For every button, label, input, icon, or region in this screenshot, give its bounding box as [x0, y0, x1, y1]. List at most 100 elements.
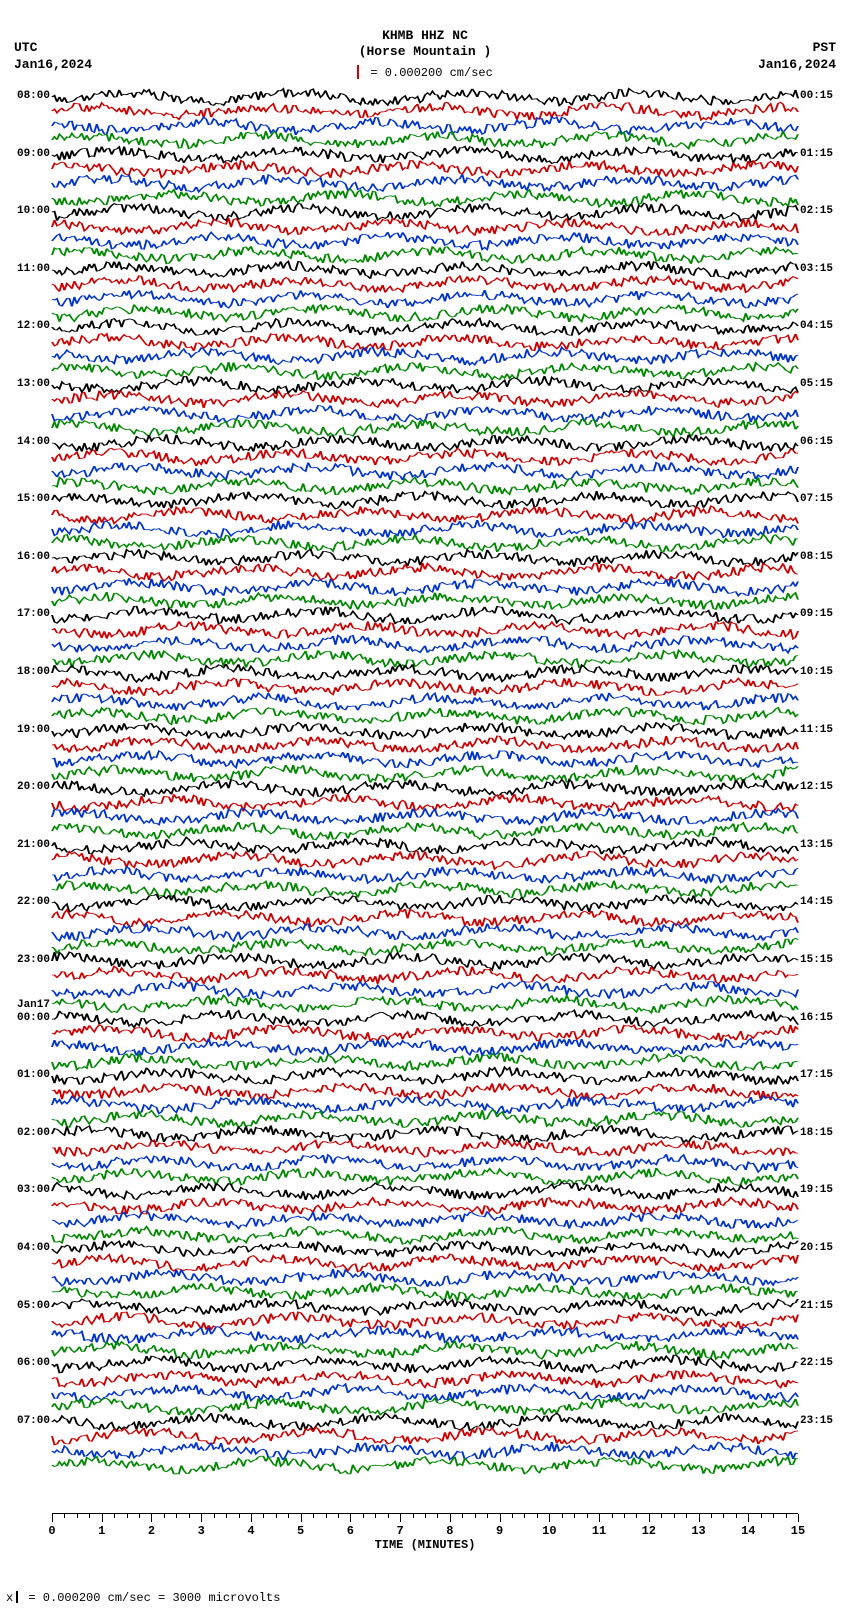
- x-tick-major: [549, 1514, 550, 1522]
- station-name: (Horse Mountain ): [0, 44, 850, 60]
- utc-hour-label: 04:00: [2, 1243, 50, 1254]
- x-tick-minor: [313, 1514, 314, 1518]
- utc-hour-label: 22:00: [2, 897, 50, 908]
- x-tick-minor: [189, 1514, 190, 1518]
- x-tick-minor: [624, 1514, 625, 1518]
- x-tick-major: [500, 1514, 501, 1522]
- x-tick-label: 15: [791, 1524, 805, 1538]
- x-tick-major: [102, 1514, 103, 1522]
- utc-hour-label: 02:00: [2, 1128, 50, 1139]
- utc-hour-label: 06:00: [2, 1358, 50, 1369]
- tz-right-block: PST Jan16,2024: [758, 40, 836, 74]
- pst-hour-label: 22:15: [800, 1358, 848, 1369]
- pst-hour-label: 14:15: [800, 897, 848, 908]
- x-tick-minor: [537, 1514, 538, 1518]
- footer-text-after: 3000 microvolts: [172, 1591, 280, 1605]
- x-tick-label: 8: [446, 1524, 453, 1538]
- x-tick-minor: [736, 1514, 737, 1518]
- x-axis-title: TIME (MINUTES): [52, 1538, 798, 1552]
- utc-date-jump: Jan17: [2, 999, 50, 1011]
- pst-hour-label: 10:15: [800, 667, 848, 678]
- header-scale: = 0.000200 cm/sec: [0, 61, 850, 80]
- pst-hour-label: 04:15: [800, 321, 848, 332]
- x-tick-label: 2: [148, 1524, 155, 1538]
- utc-hour-label: 19:00: [2, 725, 50, 736]
- x-tick-minor: [487, 1514, 488, 1518]
- x-tick-minor: [164, 1514, 165, 1518]
- x-tick-minor: [462, 1514, 463, 1518]
- utc-hour-label: 12:00: [2, 321, 50, 332]
- x-tick-minor: [326, 1514, 327, 1518]
- pst-hour-label: 17:15: [800, 1070, 848, 1081]
- x-tick-minor: [388, 1514, 389, 1518]
- pst-hour-label: 01:15: [800, 149, 848, 160]
- x-tick-label: 1: [98, 1524, 105, 1538]
- x-tick-minor: [773, 1514, 774, 1518]
- utc-hour-label: 13:00: [2, 379, 50, 390]
- pst-hour-label: 20:15: [800, 1243, 848, 1254]
- utc-hour-label: 00:00: [2, 1013, 50, 1024]
- x-tick-minor: [562, 1514, 563, 1518]
- x-tick-minor: [574, 1514, 575, 1518]
- helicorder-plot: 08:0000:1509:0001:1510:0002:1511:0003:15…: [52, 88, 798, 1505]
- utc-hour-label: 14:00: [2, 437, 50, 448]
- x-tick-minor: [276, 1514, 277, 1518]
- x-tick-label: 6: [347, 1524, 354, 1538]
- x-tick-minor: [226, 1514, 227, 1518]
- x-tick-major: [450, 1514, 451, 1522]
- pst-hour-label: 23:15: [800, 1416, 848, 1427]
- utc-hour-label: 20:00: [2, 782, 50, 793]
- x-tick-minor: [338, 1514, 339, 1518]
- x-tick-major: [201, 1514, 202, 1522]
- x-tick-minor: [139, 1514, 140, 1518]
- tz-right-date: Jan16,2024: [758, 57, 836, 74]
- pst-hour-label: 07:15: [800, 494, 848, 505]
- x-tick-major: [52, 1514, 53, 1522]
- x-tick-minor: [375, 1514, 376, 1518]
- trace-row: [52, 1456, 798, 1474]
- x-tick-minor: [661, 1514, 662, 1518]
- x-tick-major: [301, 1514, 302, 1522]
- x-tick-minor: [761, 1514, 762, 1518]
- x-tick-minor: [786, 1514, 787, 1518]
- utc-hour-label: 07:00: [2, 1416, 50, 1427]
- footer-scale: x = 0.000200 cm/sec = 3000 microvolts: [6, 1591, 280, 1605]
- x-tick-minor: [127, 1514, 128, 1518]
- footer-bar-icon: [16, 1591, 18, 1603]
- utc-hour-label: 15:00: [2, 494, 50, 505]
- x-tick-major: [151, 1514, 152, 1522]
- x-tick-minor: [425, 1514, 426, 1518]
- pst-hour-label: 00:15: [800, 91, 848, 102]
- x-tick-minor: [363, 1514, 364, 1518]
- x-tick-label: 11: [592, 1524, 606, 1538]
- x-axis: TIME (MINUTES) 0123456789101112131415: [52, 1513, 798, 1547]
- utc-hour-label: 23:00: [2, 955, 50, 966]
- x-tick-minor: [612, 1514, 613, 1518]
- x-tick-minor: [437, 1514, 438, 1518]
- x-tick-major: [748, 1514, 749, 1522]
- x-tick-major: [251, 1514, 252, 1522]
- utc-hour-label: 10:00: [2, 206, 50, 217]
- x-tick-label: 3: [198, 1524, 205, 1538]
- pst-hour-label: 13:15: [800, 840, 848, 851]
- footer-prefix: x: [6, 1591, 13, 1605]
- x-tick-major: [599, 1514, 600, 1522]
- x-tick-minor: [176, 1514, 177, 1518]
- x-tick-minor: [64, 1514, 65, 1518]
- tz-right-label: PST: [758, 40, 836, 57]
- x-tick-minor: [723, 1514, 724, 1518]
- pst-hour-label: 19:15: [800, 1185, 848, 1196]
- x-tick-label: 7: [397, 1524, 404, 1538]
- pst-hour-label: 18:15: [800, 1128, 848, 1139]
- pst-hour-label: 09:15: [800, 609, 848, 620]
- utc-hour-label: 03:00: [2, 1185, 50, 1196]
- pst-hour-label: 03:15: [800, 264, 848, 275]
- scale-bar-icon: [357, 65, 359, 79]
- tz-left-date: Jan16,2024: [14, 57, 92, 74]
- x-tick-label: 13: [691, 1524, 705, 1538]
- x-tick-major: [699, 1514, 700, 1522]
- x-tick-major: [400, 1514, 401, 1522]
- pst-hour-label: 12:15: [800, 782, 848, 793]
- x-tick-minor: [636, 1514, 637, 1518]
- utc-hour-label: 05:00: [2, 1301, 50, 1312]
